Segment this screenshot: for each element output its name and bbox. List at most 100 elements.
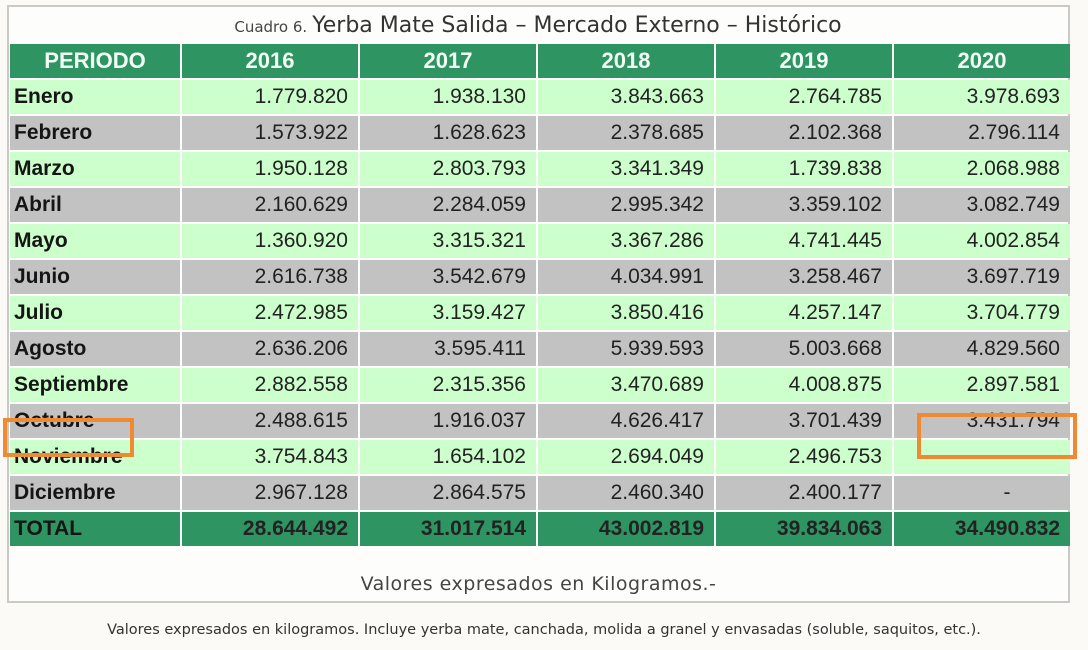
value-cell: 2.400.177 — [716, 476, 892, 510]
table-row: Julio 2.472.985 3.159.427 3.850.416 4.25… — [10, 296, 1070, 330]
table-row: Agosto 2.636.206 3.595.411 5.939.593 5.0… — [10, 332, 1070, 366]
value-cell: 3.701.439 — [716, 404, 892, 438]
value-cell: 2.460.340 — [538, 476, 714, 510]
value-cell: 3.470.689 — [538, 368, 714, 402]
header-2019: 2019 — [716, 44, 892, 78]
table-row: Mayo 1.360.920 3.315.321 3.367.286 4.741… — [10, 224, 1070, 258]
total-cell: 43.002.819 — [538, 512, 714, 546]
month-label: Octubre — [10, 404, 180, 438]
value-cell: 1.950.128 — [182, 152, 358, 186]
total-label: TOTAL — [10, 512, 180, 546]
month-label: Enero — [10, 80, 180, 114]
value-cell: 2.378.685 — [538, 116, 714, 150]
month-label: Julio — [10, 296, 180, 330]
month-label: Septiembre — [10, 368, 180, 402]
table-row: Septiembre 2.882.558 2.315.356 3.470.689… — [10, 368, 1070, 402]
value-cell: 3.431.794 — [894, 404, 1070, 438]
value-cell: 3.258.467 — [716, 260, 892, 294]
value-cell: 5.003.668 — [716, 332, 892, 366]
header-2016: 2016 — [182, 44, 358, 78]
value-cell: 4.741.445 — [716, 224, 892, 258]
value-cell: 4.626.417 — [538, 404, 714, 438]
value-cell: 2.995.342 — [538, 188, 714, 222]
table-row: Diciembre 2.967.128 2.864.575 2.460.340 … — [10, 476, 1070, 510]
month-label: Agosto — [10, 332, 180, 366]
value-cell: 2.488.615 — [182, 404, 358, 438]
value-cell: 3.704.779 — [894, 296, 1070, 330]
value-cell: 3.082.749 — [894, 188, 1070, 222]
title-prefix: Cuadro 6. — [234, 18, 308, 36]
value-cell: 2.803.793 — [360, 152, 536, 186]
value-cell: 2.882.558 — [182, 368, 358, 402]
bottom-footnote: Valores expresados en kilogramos. Incluy… — [107, 622, 981, 638]
value-cell: 2.472.985 — [182, 296, 358, 330]
month-label: Diciembre — [10, 476, 180, 510]
table-row: Junio 2.616.738 3.542.679 4.034.991 3.25… — [10, 260, 1070, 294]
value-cell: 1.779.820 — [182, 80, 358, 114]
value-cell: 3.159.427 — [360, 296, 536, 330]
value-cell: 2.796.114 — [894, 116, 1070, 150]
value-cell: - — [894, 440, 1070, 474]
header-2018: 2018 — [538, 44, 714, 78]
table-row: Marzo 1.950.128 2.803.793 3.341.349 1.73… — [10, 152, 1070, 186]
value-cell: 1.360.920 — [182, 224, 358, 258]
value-cell: 3.595.411 — [360, 332, 536, 366]
value-cell: 4.257.147 — [716, 296, 892, 330]
table-row: Noviembre 3.754.843 1.654.102 2.694.049 … — [10, 440, 1070, 474]
value-cell: 2.897.581 — [894, 368, 1070, 402]
total-cell: 39.834.063 — [716, 512, 892, 546]
value-cell: 4.034.991 — [538, 260, 714, 294]
value-cell: 4.002.854 — [894, 224, 1070, 258]
value-cell: 2.694.049 — [538, 440, 714, 474]
table-row: Abril 2.160.629 2.284.059 2.995.342 3.35… — [10, 188, 1070, 222]
value-cell: 2.315.356 — [360, 368, 536, 402]
value-cell: 2.864.575 — [360, 476, 536, 510]
value-cell: 2.068.988 — [894, 152, 1070, 186]
value-cell: 3.843.663 — [538, 80, 714, 114]
value-cell: 2.616.738 — [182, 260, 358, 294]
value-cell: 2.496.753 — [716, 440, 892, 474]
value-cell: 1.654.102 — [360, 440, 536, 474]
month-label: Abril — [10, 188, 180, 222]
value-cell: 1.739.838 — [716, 152, 892, 186]
header-periodo: PERIODO — [10, 44, 180, 78]
value-cell: 3.367.286 — [538, 224, 714, 258]
header-2017: 2017 — [360, 44, 536, 78]
month-label: Junio — [10, 260, 180, 294]
value-cell: 5.939.593 — [538, 332, 714, 366]
value-cell: 2.102.368 — [716, 116, 892, 150]
value-cell: 1.916.037 — [360, 404, 536, 438]
table-row: Enero 1.779.820 1.938.130 3.843.663 2.76… — [10, 80, 1070, 114]
value-cell: 3.542.679 — [360, 260, 536, 294]
value-cell: 2.636.206 — [182, 332, 358, 366]
total-cell: 28.644.492 — [182, 512, 358, 546]
value-cell: - — [894, 476, 1070, 510]
value-cell: 4.829.560 — [894, 332, 1070, 366]
month-label: Febrero — [10, 116, 180, 150]
value-cell: 4.008.875 — [716, 368, 892, 402]
export-table: PERIODO 2016 2017 2018 2019 2020 Enero 1… — [8, 42, 1072, 548]
value-cell: 2.967.128 — [182, 476, 358, 510]
value-cell: 1.628.623 — [360, 116, 536, 150]
value-cell: 1.573.922 — [182, 116, 358, 150]
table-row: Febrero 1.573.922 1.628.623 2.378.685 2.… — [10, 116, 1070, 150]
total-cell: 34.490.832 — [894, 512, 1070, 546]
value-cell: 2.160.629 — [182, 188, 358, 222]
month-label: Marzo — [10, 152, 180, 186]
title-main: Yerba Mate Salida – Mercado Externo – Hi… — [312, 13, 842, 38]
value-cell: 3.850.416 — [538, 296, 714, 330]
table-row: Octubre 2.488.615 1.916.037 4.626.417 3.… — [10, 404, 1070, 438]
month-label: Noviembre — [10, 440, 180, 474]
total-row: TOTAL 28.644.492 31.017.514 43.002.819 3… — [10, 512, 1070, 546]
value-cell: 2.284.059 — [360, 188, 536, 222]
value-cell: 3.341.349 — [538, 152, 714, 186]
table-title: Cuadro 6. Yerba Mate Salida – Mercado Ex… — [8, 8, 1068, 43]
value-cell: 2.764.785 — [716, 80, 892, 114]
value-cell: 3.697.719 — [894, 260, 1070, 294]
total-cell: 31.017.514 — [360, 512, 536, 546]
value-cell: 3.754.843 — [182, 440, 358, 474]
header-2020: 2020 — [894, 44, 1070, 78]
month-label: Mayo — [10, 224, 180, 258]
table-unit-note: Valores expresados en Kilogramos.- — [360, 573, 717, 595]
value-cell: 3.978.693 — [894, 80, 1070, 114]
